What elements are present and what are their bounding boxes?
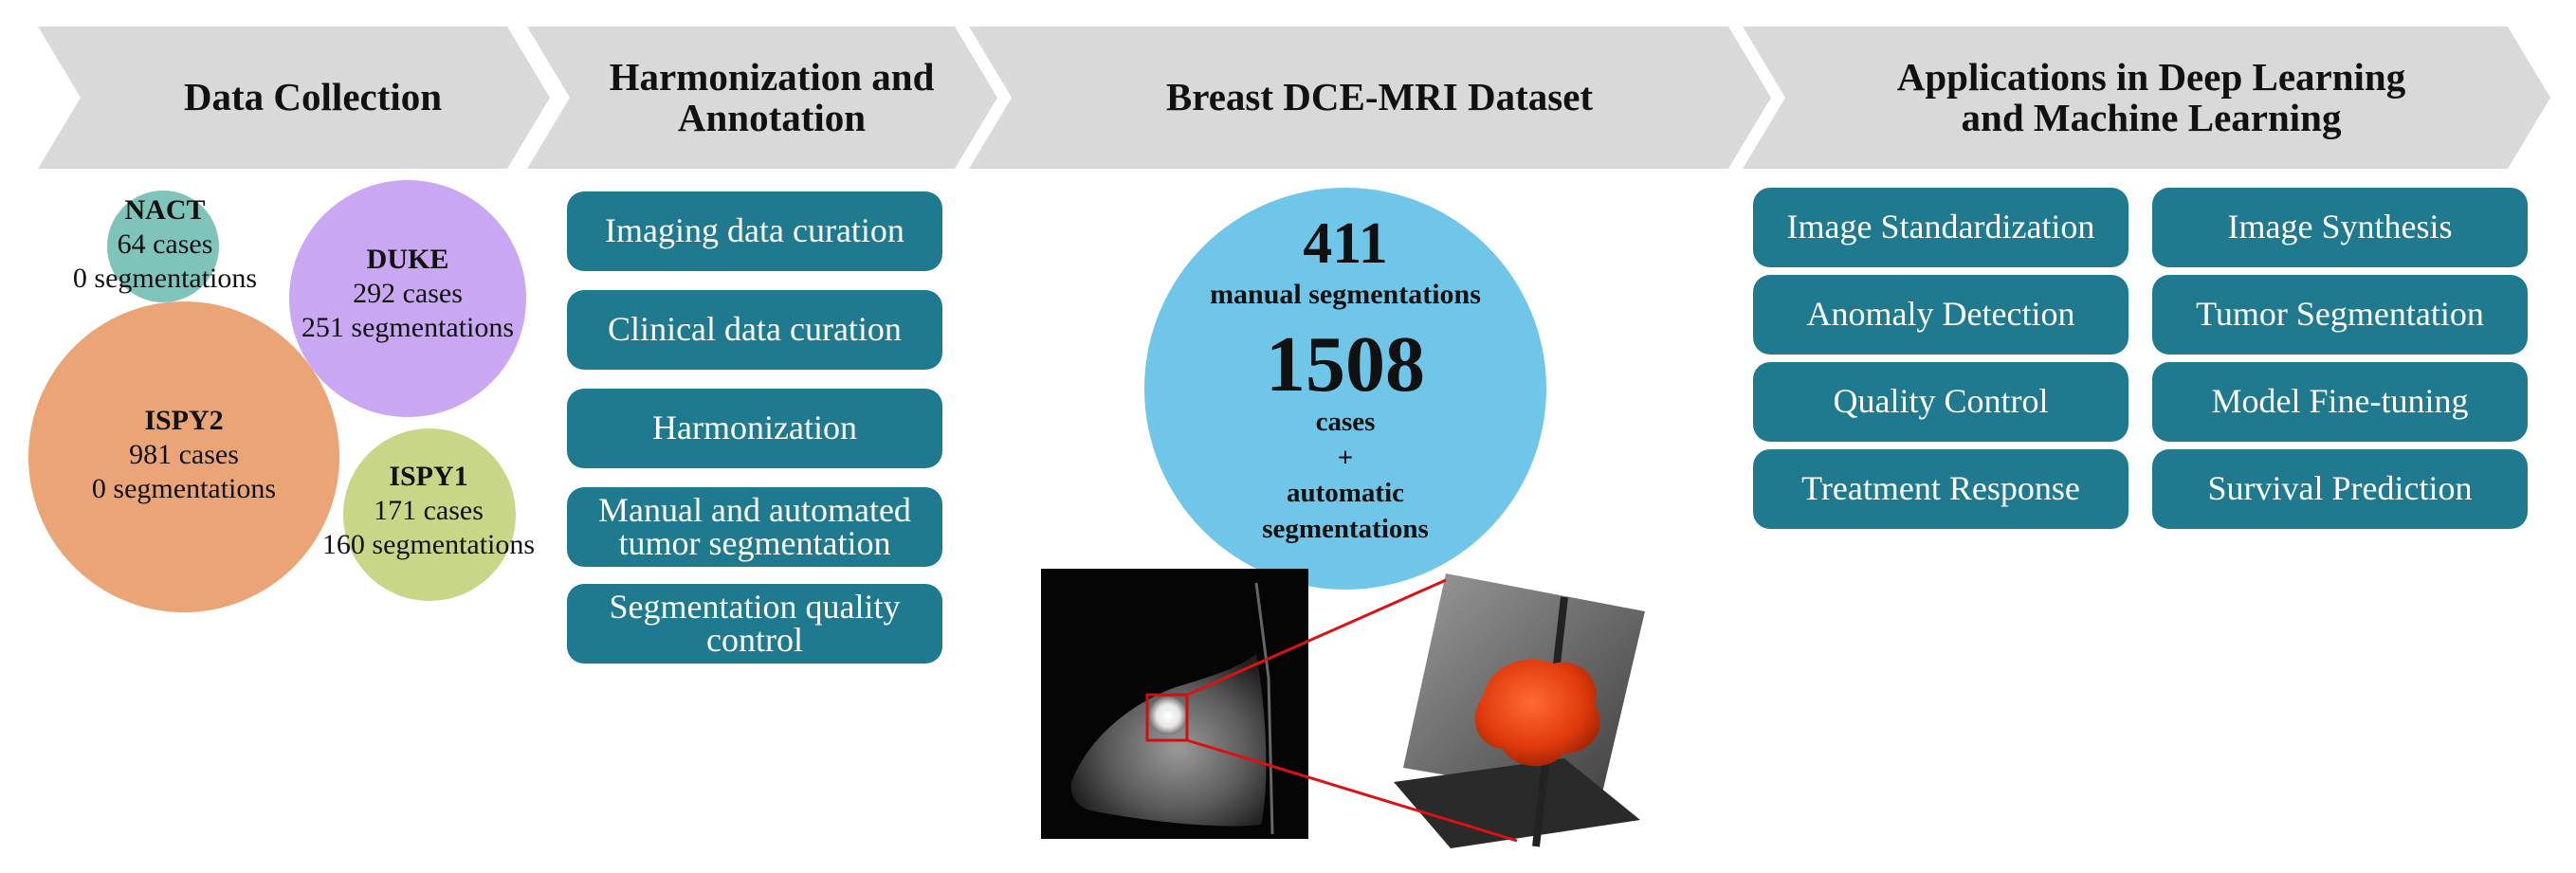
application-quality-control: Quality Control [1753,362,2128,442]
source-label-duke: DUKE 292 cases 251 segmentations [275,243,540,345]
step-label: Harmonization [652,409,857,447]
step-clinical-data-curation: Clinical data curation [567,290,942,370]
source-segmentations: 251 segmentations [301,312,515,343]
manual-segmentation-label: manual segmentations [1210,279,1481,310]
source-bubble-ispy1 [343,428,516,601]
automatic-segmentations-label: segmentations [1262,514,1429,545]
dataset-summary-circle: 411 manual segmentations 1508 cases + au… [1144,188,1546,590]
stage-banner-dataset: Breast DCE-MRI Dataset [969,27,1771,169]
application-image-synthesis: Image Synthesis [2152,188,2528,267]
application-treatment-response: Treatment Response [1753,449,2128,529]
chevron-arrow-shape [527,27,997,169]
application-anomaly-detection: Anomaly Detection [1753,275,2128,355]
source-label-ispy1: ISPY1 171 cases 160 segmentations [305,460,552,562]
source-bubble-duke [289,180,526,417]
stage-banner-harmonization: Harmonization and Annotation [527,27,997,169]
mri-illustration [1041,569,1645,848]
application-label: Quality Control [1833,382,2049,421]
source-cases: 292 cases [353,278,463,309]
source-bubble-ispy2 [28,301,339,612]
application-label: Treatment Response [1801,469,2080,508]
step-label: tumor segmentation [618,524,891,562]
chevron-arrow-shape [1743,27,2550,169]
source-segmentations: 0 segmentations [72,263,258,294]
automatic-label: automatic [1286,478,1405,509]
source-name: DUKE [366,244,449,275]
application-label: Tumor Segmentation [2196,295,2484,334]
step-segmentation-quality-control: Segmentation quality control [567,584,942,664]
stage-title: Harmonization and Annotation [527,27,997,169]
zoom-connector-line [1186,578,1447,697]
application-label: Image Synthesis [2227,208,2453,246]
stage-title: Breast DCE-MRI Dataset [969,27,1771,169]
source-label-ispy2: ISPY2 981 cases 0 segmentations [51,404,317,506]
step-label: control [706,621,803,659]
application-model-fine-tuning: Model Fine-tuning [2152,362,2528,442]
stage-title-line: and Machine Learning [1961,96,2342,139]
step-tumor-segmentation: Manual and automated tumor segmentation [567,487,942,567]
stage-title-line: Annotation [677,96,867,139]
plus-sign: + [1337,442,1354,473]
step-label: Segmentation quality [609,587,901,626]
mri-slice-image [1041,569,1308,839]
zoom-connector-line [1186,738,1518,843]
step-imaging-data-curation: Imaging data curation [567,191,942,271]
step-label: Imaging data curation [605,211,904,250]
cases-label: cases [1315,407,1376,437]
stage-title-line: Harmonization and [609,54,935,99]
source-segmentations: 0 segmentations [91,473,277,504]
step-harmonization: Harmonization [567,389,942,468]
application-image-standardization: Image Standardization [1753,188,2128,267]
step-label: Clinical data curation [608,310,902,349]
source-bubble-nact [107,191,219,302]
application-tumor-segmentation: Tumor Segmentation [2152,275,2528,355]
stage-title-line: Data Collection [183,75,443,119]
stage-banner-data-collection: Data Collection [38,27,550,169]
step-label: Manual and automated [598,490,911,529]
chevron-arrow-shape [969,27,1771,169]
source-name: ISPY1 [389,461,468,492]
source-name: ISPY2 [144,405,224,436]
stage-title-line: Breast DCE-MRI Dataset [1165,75,1594,119]
stage-banner-applications: Applications in Deep Learning and Machin… [1743,27,2550,169]
tumor-3d-rendering [1394,573,1645,848]
application-label: Model Fine-tuning [2211,382,2469,421]
manual-segmentation-count: 411 [1303,211,1388,276]
stage-title: Applications in Deep Learning and Machin… [1743,27,2550,169]
source-segmentations: 160 segmentations [321,529,536,560]
application-label: Survival Prediction [2207,469,2473,508]
source-name: NACT [124,194,206,226]
stage-title-line: Applications in Deep Learning [1896,54,2406,99]
application-survival-prediction: Survival Prediction [2152,449,2528,529]
case-count: 1508 [1266,320,1425,409]
source-cases: 981 cases [129,439,239,470]
source-cases: 64 cases [117,228,213,260]
chevron-arrow-shape [38,27,550,169]
application-label: Anomaly Detection [1806,295,2075,334]
source-label-nact: NACT 64 cases 0 segmentations [38,193,292,296]
source-cases: 171 cases [374,495,484,526]
stage-title: Data Collection [38,27,550,169]
application-label: Image Standardization [1786,208,2095,246]
